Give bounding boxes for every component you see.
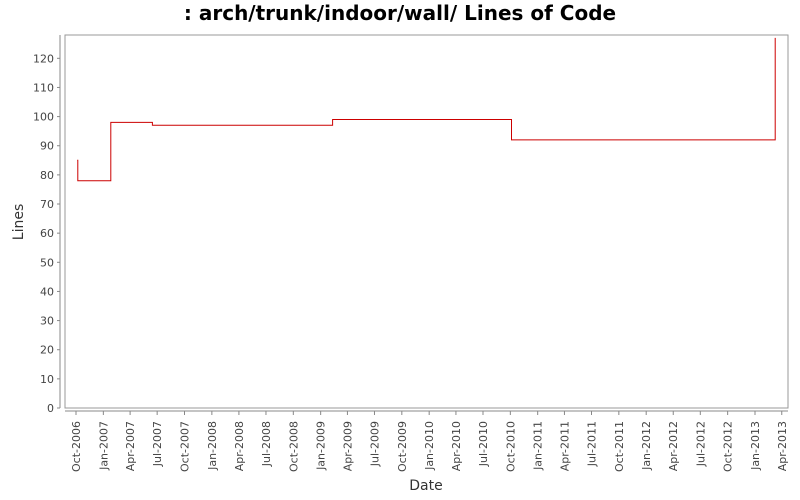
x-tick-label: Oct-2009 [396, 421, 409, 472]
y-tick-label: 20 [40, 344, 54, 357]
x-tick-label: Oct-2008 [287, 421, 300, 472]
x-tick-label: Jul-2011 [585, 421, 598, 467]
plot-area [64, 34, 789, 409]
y-tick-label: 0 [47, 402, 54, 415]
x-tick-label: Jul-2008 [260, 421, 273, 467]
x-tick-label: Apr-2007 [124, 421, 137, 471]
x-tick-label: Apr-2012 [667, 421, 680, 471]
y-tick-label: 120 [33, 52, 54, 65]
series-layer [77, 37, 776, 182]
x-tick-label: Apr-2009 [341, 421, 354, 471]
y-tick-label: 70 [40, 198, 54, 211]
x-axis: Oct-2006 Jan-2007 Apr-2007 Jul-2007 Oct-2007… [65, 410, 789, 472]
y-axis-label: Lines [11, 204, 27, 240]
y-axis: 0 10 20 30 40 50 60 70 80 90 100 110 120 [33, 35, 61, 415]
y-tick-label: 30 [40, 315, 54, 328]
x-tick-label: Jan-2010 [423, 421, 436, 471]
x-tick-label: Apr-2011 [558, 421, 571, 471]
x-tick-label: Jan-2008 [206, 421, 219, 471]
x-tick-label: Jan-2013 [749, 421, 762, 471]
x-tick-label: Jan-2009 [315, 421, 328, 471]
y-tick-label: 90 [40, 140, 54, 153]
y-tick-label: 100 [33, 111, 54, 124]
y-tick-label: 10 [40, 373, 54, 386]
y-tick-label: 110 [33, 81, 54, 94]
x-tick-label: Jul-2007 [151, 421, 164, 467]
x-tick-label: Jan-2007 [97, 421, 110, 471]
y-tick-label: 50 [40, 256, 54, 269]
y-tick-label: 40 [40, 285, 54, 298]
x-tick-label: Oct-2011 [613, 421, 626, 472]
x-tick-label: Jul-2010 [477, 421, 490, 467]
y-tick-label: 60 [40, 227, 54, 240]
x-tick-label: Jul-2012 [694, 421, 707, 467]
x-tick-label: Jul-2009 [368, 421, 381, 467]
x-tick-label: Oct-2006 [70, 421, 83, 472]
x-tick-label: Apr-2010 [450, 421, 463, 471]
x-tick-label: Apr-2013 [776, 421, 789, 471]
x-tick-label: Jan-2011 [532, 421, 545, 471]
x-axis-label: Date [409, 478, 442, 494]
series-line [77, 37, 776, 182]
x-tick-label: Apr-2008 [233, 421, 246, 471]
x-tick-label: Oct-2007 [179, 421, 192, 472]
x-tick-label: Jan-2012 [640, 421, 653, 471]
x-tick-label: Oct-2010 [504, 421, 517, 472]
chart-title: : arch/trunk/indoor/wall/ Lines of Code [184, 1, 616, 25]
x-tick-label: Oct-2012 [722, 421, 735, 472]
y-tick-label: 80 [40, 169, 54, 182]
